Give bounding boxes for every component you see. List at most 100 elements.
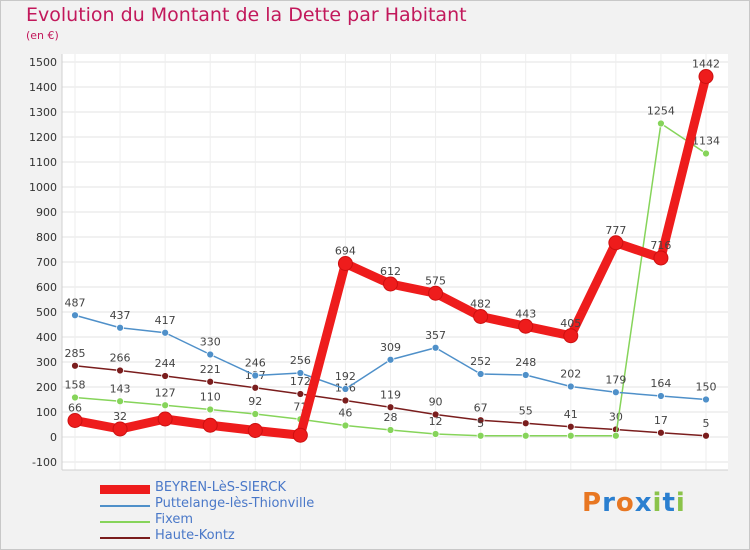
legend-swatch (100, 505, 150, 507)
data-point (518, 318, 534, 334)
data-point (341, 421, 350, 430)
data-point (157, 411, 173, 427)
y-tick-label: 1400 (29, 81, 57, 94)
data-label: 1134 (692, 135, 720, 148)
data-label: 285 (65, 347, 86, 360)
data-point (563, 328, 579, 344)
data-point (116, 366, 124, 375)
data-point (67, 413, 83, 428)
data-point (337, 256, 353, 271)
x-tick-label: 2005 (286, 479, 314, 480)
legend-label: Puttelange-lès-Thionville (155, 496, 315, 511)
y-tick-label: 100 (36, 406, 57, 419)
proxiti-logo: Proxiti (582, 488, 686, 518)
data-point (71, 311, 79, 320)
data-label: 179 (605, 373, 626, 386)
data-label: 330 (200, 336, 221, 349)
legend-swatch (100, 485, 150, 494)
y-tick-label: 200 (36, 381, 57, 394)
data-label: 482 (470, 298, 491, 311)
x-tick-label: 2000 (61, 479, 89, 480)
y-tick-label: 1500 (29, 56, 57, 69)
x-tick-label: 2008 (422, 479, 450, 480)
data-point (296, 390, 305, 398)
data-point (566, 382, 575, 391)
data-label: 716 (650, 239, 671, 252)
data-label: 5 (703, 417, 710, 430)
data-label: 158 (65, 379, 86, 392)
legend-label: Haute-Kontz (155, 528, 235, 543)
data-label: 437 (110, 309, 131, 322)
data-point (206, 405, 215, 414)
data-point (611, 431, 620, 440)
y-tick-label: 1300 (29, 106, 57, 119)
data-point (206, 377, 215, 386)
data-point (116, 397, 124, 406)
x-tick-label: 2007 (377, 479, 405, 480)
data-point (657, 428, 665, 437)
data-point (251, 371, 260, 380)
data-point (341, 385, 350, 393)
y-tick-label: 700 (36, 256, 57, 269)
data-point (473, 309, 489, 324)
data-label: 221 (200, 363, 221, 376)
data-label: 248 (515, 356, 536, 369)
data-label: 309 (380, 341, 401, 354)
data-label: 119 (380, 388, 401, 401)
legend-swatch (100, 521, 150, 523)
data-point (702, 149, 710, 158)
data-point (116, 323, 124, 332)
data-point (608, 235, 624, 251)
data-label: 5 (477, 417, 484, 430)
data-label: 694 (335, 245, 356, 258)
data-label: 66 (68, 402, 82, 415)
y-tick-label: 900 (36, 206, 57, 219)
data-point (431, 410, 440, 419)
line-chart: -100 0 100 200 300 400 500 600 700 800 900 1000 1100… (29, 54, 728, 480)
data-label: 612 (380, 265, 401, 278)
data-point (112, 421, 128, 437)
x-tick-label: 2014 (692, 479, 720, 480)
data-label: 244 (155, 357, 176, 370)
data-point (206, 350, 215, 359)
data-label: 28 (384, 411, 398, 424)
data-point (386, 355, 395, 364)
data-point (521, 371, 530, 379)
data-point (698, 69, 714, 84)
x-tick-label: 2009 (467, 479, 495, 480)
data-label: 357 (425, 329, 446, 342)
data-label: 30 (609, 411, 623, 424)
data-label: 143 (110, 382, 131, 395)
data-label: 12 (429, 415, 443, 428)
data-point (161, 372, 170, 380)
data-label: 41 (564, 408, 578, 421)
data-label: 17 (654, 414, 668, 427)
data-point (566, 422, 575, 431)
data-label: 150 (696, 381, 717, 394)
y-tick-label: -100 (32, 456, 57, 469)
data-label: 202 (560, 368, 581, 381)
data-point (476, 370, 485, 378)
data-label: 192 (335, 370, 356, 383)
x-tick-label: 2012 (602, 479, 630, 480)
y-tick-label: 1100 (29, 156, 57, 169)
data-label: 443 (515, 307, 536, 320)
data-point (521, 431, 530, 440)
y-tick-label: 1000 (29, 181, 57, 194)
data-point (386, 426, 395, 434)
x-tick-label: 2011 (557, 479, 585, 480)
data-label: 90 (429, 396, 443, 409)
data-label: 252 (470, 355, 491, 368)
data-label: 164 (650, 377, 671, 390)
data-point (431, 430, 440, 438)
data-point (251, 410, 260, 418)
y-tick-label: 1200 (29, 131, 57, 144)
chart-title: Evolution du Montant de la Dette par Hab… (26, 4, 467, 26)
data-label: 67 (474, 401, 488, 414)
data-point (247, 423, 263, 438)
data-point (292, 427, 308, 443)
data-point (296, 369, 305, 377)
data-label: 405 (560, 317, 581, 330)
